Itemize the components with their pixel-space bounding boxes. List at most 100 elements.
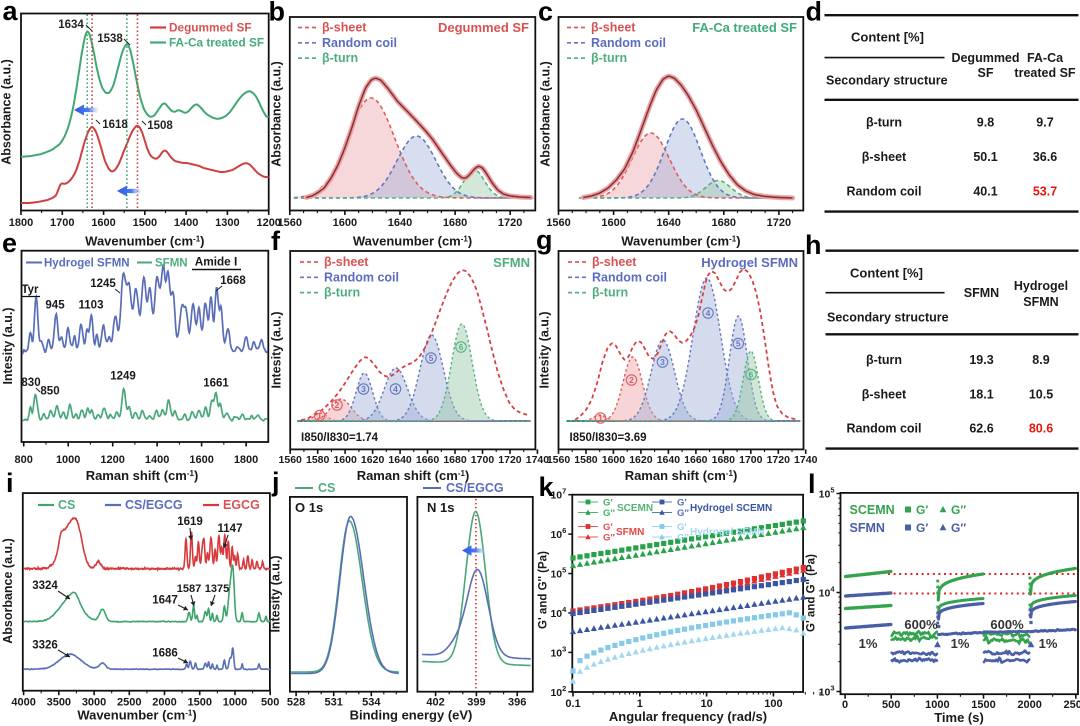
svg-text:G″: G″ bbox=[951, 521, 966, 535]
svg-text:Wavenumber (cm-1): Wavenumber (cm-1) bbox=[353, 234, 472, 249]
svg-text:1375: 1375 bbox=[205, 583, 229, 595]
svg-text:1249: 1249 bbox=[110, 371, 136, 383]
svg-text:SFMN: SFMN bbox=[1023, 295, 1058, 309]
svg-text:500: 500 bbox=[261, 697, 279, 709]
svg-text:Hydrogel SFMN: Hydrogel SFMN bbox=[44, 258, 130, 270]
svg-text:CS: CS bbox=[318, 481, 335, 495]
svg-text:l: l bbox=[808, 469, 816, 499]
svg-text:19.3: 19.3 bbox=[969, 353, 993, 367]
svg-text:Hydrogel SFMN: Hydrogel SFMN bbox=[690, 527, 764, 538]
svg-text:1720: 1720 bbox=[498, 454, 522, 466]
svg-text:1619: 1619 bbox=[177, 516, 203, 528]
svg-text:Degummed SF: Degummed SF bbox=[169, 21, 252, 35]
svg-text:4: 4 bbox=[706, 308, 711, 318]
svg-text:β-sheet: β-sheet bbox=[862, 150, 907, 164]
svg-text:1560: 1560 bbox=[547, 454, 571, 466]
svg-text:G′: G′ bbox=[677, 498, 687, 509]
svg-text:80.6: 80.6 bbox=[1029, 422, 1053, 436]
svg-text:c: c bbox=[538, 0, 553, 27]
svg-text:i: i bbox=[6, 468, 14, 498]
svg-text:Secondary structure: Secondary structure bbox=[826, 74, 948, 88]
svg-text:600%: 600% bbox=[904, 617, 938, 632]
svg-text:Angular frequency (rad/s): Angular frequency (rad/s) bbox=[609, 709, 767, 724]
svg-text:3: 3 bbox=[361, 384, 366, 394]
svg-text:f: f bbox=[271, 226, 281, 256]
svg-text:3324: 3324 bbox=[32, 580, 58, 592]
svg-text:36.6: 36.6 bbox=[1033, 150, 1057, 164]
svg-text:1640: 1640 bbox=[657, 454, 681, 466]
svg-text:G″: G″ bbox=[677, 533, 689, 544]
svg-text:Wavenumber (cm-1): Wavenumber (cm-1) bbox=[621, 234, 740, 249]
svg-text:2500: 2500 bbox=[1064, 699, 1080, 711]
svg-text:1618: 1618 bbox=[102, 119, 128, 131]
svg-text:Wavenumber (cm-1): Wavenumber (cm-1) bbox=[85, 234, 204, 249]
svg-text:I850/I830=3.69: I850/I830=3.69 bbox=[570, 432, 647, 444]
svg-text:G′: G′ bbox=[916, 503, 928, 517]
svg-text:FA-Ca treated SF: FA-Ca treated SF bbox=[169, 36, 264, 50]
svg-text:G″: G″ bbox=[677, 508, 689, 519]
svg-text:1640: 1640 bbox=[388, 217, 412, 229]
svg-text:1560: 1560 bbox=[279, 454, 303, 466]
svg-text:Random coil: Random coil bbox=[846, 422, 921, 436]
svg-text:G′: G′ bbox=[603, 522, 613, 533]
svg-text:β-turn: β-turn bbox=[324, 286, 360, 300]
svg-text:1634: 1634 bbox=[58, 19, 84, 31]
svg-text:1686: 1686 bbox=[152, 648, 178, 660]
svg-text:1600: 1600 bbox=[602, 454, 626, 466]
svg-text:Intesity (a.u.): Intesity (a.u.) bbox=[538, 311, 552, 388]
svg-text:830: 830 bbox=[21, 377, 40, 389]
svg-text:8.9: 8.9 bbox=[1032, 353, 1049, 367]
svg-text:Content [%]: Content [%] bbox=[850, 266, 923, 281]
svg-text:1: 1 bbox=[598, 413, 603, 423]
svg-text:Hydrogel SCEMN: Hydrogel SCEMN bbox=[690, 503, 772, 514]
svg-text:1400: 1400 bbox=[145, 454, 169, 466]
svg-text:I850/I830=1.74: I850/I830=1.74 bbox=[301, 432, 379, 444]
svg-text:j: j bbox=[271, 467, 280, 497]
svg-text:2: 2 bbox=[335, 400, 340, 410]
svg-text:1720: 1720 bbox=[767, 454, 791, 466]
svg-text:1200: 1200 bbox=[100, 454, 124, 466]
svg-text:Binding energy (eV): Binding energy (eV) bbox=[350, 708, 473, 723]
svg-text:Degummed: Degummed bbox=[951, 51, 1019, 65]
svg-text:1300: 1300 bbox=[215, 217, 239, 229]
svg-text:G′: G′ bbox=[603, 498, 613, 509]
svg-text:40.1: 40.1 bbox=[973, 185, 997, 199]
svg-text:1668: 1668 bbox=[220, 275, 246, 287]
svg-text:2: 2 bbox=[629, 375, 634, 385]
svg-text:FA-Ca: FA-Ca bbox=[1027, 51, 1064, 65]
svg-text:Absorbance (a.u.): Absorbance (a.u.) bbox=[0, 59, 14, 165]
svg-text:N 1s: N 1s bbox=[427, 500, 454, 515]
svg-text:b: b bbox=[269, 0, 286, 27]
svg-text:1000: 1000 bbox=[925, 699, 949, 711]
svg-text:G″: G″ bbox=[603, 508, 615, 519]
svg-text:SCEMN: SCEMN bbox=[617, 503, 653, 514]
svg-text:399: 399 bbox=[467, 697, 485, 709]
svg-text:1500: 1500 bbox=[133, 217, 157, 229]
svg-text:Raman shift (cm-1): Raman shift (cm-1) bbox=[357, 468, 470, 483]
svg-text:d: d bbox=[806, 0, 823, 27]
svg-text:β-turn: β-turn bbox=[322, 51, 358, 65]
svg-text:528: 528 bbox=[287, 697, 305, 709]
svg-text:1680: 1680 bbox=[712, 217, 736, 229]
svg-text:4: 4 bbox=[393, 384, 398, 394]
svg-text:1720: 1720 bbox=[767, 217, 791, 229]
svg-text:O 1s: O 1s bbox=[295, 500, 323, 515]
svg-text:Absorbance (a.u.): Absorbance (a.u.) bbox=[1, 538, 15, 644]
svg-text:1%: 1% bbox=[1039, 636, 1058, 651]
svg-text:1640: 1640 bbox=[656, 217, 680, 229]
svg-text:β-turn: β-turn bbox=[866, 116, 902, 130]
svg-text:1680: 1680 bbox=[443, 454, 467, 466]
svg-text:Intesity (a.u.): Intesity (a.u.) bbox=[269, 555, 283, 632]
svg-text:4000: 4000 bbox=[11, 697, 35, 709]
svg-text:1800: 1800 bbox=[234, 454, 258, 466]
svg-text:3000: 3000 bbox=[82, 697, 106, 709]
svg-text:1000: 1000 bbox=[223, 697, 247, 709]
svg-text:3: 3 bbox=[660, 357, 665, 367]
svg-text:50.1: 50.1 bbox=[973, 150, 997, 164]
svg-text:1580: 1580 bbox=[574, 454, 598, 466]
svg-text:SFMN: SFMN bbox=[964, 286, 999, 300]
svg-text:G′: G′ bbox=[677, 522, 687, 533]
svg-text:Raman shift (cm-1): Raman shift (cm-1) bbox=[625, 468, 738, 483]
svg-text:62.6: 62.6 bbox=[969, 422, 993, 436]
svg-text:β-turn: β-turn bbox=[866, 353, 902, 367]
